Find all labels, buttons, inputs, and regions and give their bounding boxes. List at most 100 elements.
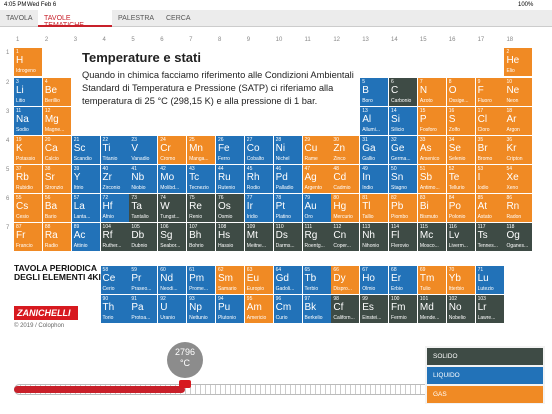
element-cell[interactable]: 105 Db Dubnio xyxy=(129,223,158,251)
element-cell[interactable]: 23 V Vanadio xyxy=(129,136,158,164)
element-cell[interactable]: 24 Cr Cromo xyxy=(158,136,187,164)
element-cell[interactable]: 95 Am Americio xyxy=(244,295,273,323)
element-cell[interactable]: 51 Sb Antimo... xyxy=(417,165,446,193)
element-cell[interactable]: 72 Hf Afnio xyxy=(100,194,129,222)
element-cell[interactable]: 106 Sg Seabor... xyxy=(158,223,187,251)
element-cell[interactable]: 38 Sr Stronzio xyxy=(42,165,71,193)
element-cell[interactable]: 45 Rh Rodio xyxy=(244,165,273,193)
element-cell[interactable]: 52 Te Tellurio xyxy=(446,165,475,193)
element-cell[interactable]: 71 Lu Lutezio xyxy=(475,266,504,294)
element-cell[interactable]: 39 Y Ittrio xyxy=(71,165,100,193)
element-cell[interactable]: 26 Fe Ferro xyxy=(215,136,244,164)
element-cell[interactable]: 88 Ra Radio xyxy=(42,223,71,251)
element-cell[interactable]: 59 Pr Praseo... xyxy=(129,266,158,294)
element-cell[interactable]: 32 Ge Germa... xyxy=(389,136,418,164)
element-cell[interactable]: 20 Ca Calcio xyxy=(42,136,71,164)
element-cell[interactable]: 56 Ba Bario xyxy=(42,194,71,222)
element-cell[interactable]: 116 Lv Liverm... xyxy=(446,223,475,251)
element-cell[interactable]: 82 Pb Piombo xyxy=(389,194,418,222)
element-cell[interactable]: 91 Pa Protoa... xyxy=(129,295,158,323)
element-cell[interactable]: 118 Og Oganes... xyxy=(504,223,533,251)
element-cell[interactable]: 13 Al Allumi... xyxy=(360,107,389,135)
element-cell[interactable]: 79 Au Oro xyxy=(302,194,331,222)
element-cell[interactable]: 63 Eu Europio xyxy=(244,266,273,294)
element-cell[interactable]: 75 Re Renio xyxy=(187,194,216,222)
element-cell[interactable]: 36 Kr Cripton xyxy=(504,136,533,164)
element-cell[interactable]: 60 Nd Neodi... xyxy=(158,266,187,294)
element-cell[interactable]: 109 Mt Meitne... xyxy=(244,223,273,251)
element-cell[interactable]: 103 Lr Lawre... xyxy=(475,295,504,323)
element-cell[interactable]: 73 Ta Tantalio xyxy=(129,194,158,222)
element-cell[interactable]: 86 Rn Radon xyxy=(504,194,533,222)
element-cell[interactable]: 84 Po Polonio xyxy=(446,194,475,222)
element-cell[interactable]: 113 Nh Nihonio xyxy=(360,223,389,251)
element-cell[interactable]: 44 Ru Rutenio xyxy=(215,165,244,193)
element-cell[interactable]: 112 Cn Coper... xyxy=(331,223,360,251)
element-cell[interactable]: 47 Ag Argento xyxy=(302,165,331,193)
element-cell[interactable]: 34 Se Selenio xyxy=(446,136,475,164)
element-cell[interactable]: 74 W Tungst... xyxy=(158,194,187,222)
element-cell[interactable]: 70 Yb Itterbio xyxy=(446,266,475,294)
element-cell[interactable]: 108 Hs Hassio xyxy=(215,223,244,251)
element-cell[interactable]: 37 Rb Rubidio xyxy=(14,165,42,193)
element-cell[interactable]: 94 Pu Plutonio xyxy=(215,295,244,323)
element-cell[interactable]: 117 Ts Tennes... xyxy=(475,223,504,251)
element-cell[interactable]: 43 Tc Tecnezio xyxy=(187,165,216,193)
element-cell[interactable]: 25 Mn Manga... xyxy=(187,136,216,164)
element-cell[interactable]: 30 Zn Zinco xyxy=(331,136,360,164)
element-cell[interactable]: 68 Er Erbio xyxy=(389,266,418,294)
element-cell[interactable]: 19 K Potassio xyxy=(14,136,42,164)
element-cell[interactable]: 97 Bk Berkelio xyxy=(302,295,331,323)
element-cell[interactable]: 10 Ne Neon xyxy=(504,78,533,106)
element-cell[interactable]: 14 Si Silicio xyxy=(389,107,418,135)
element-cell[interactable]: 77 Ir Iridio xyxy=(244,194,273,222)
element-cell[interactable]: 17 Cl Cloro xyxy=(475,107,504,135)
slider-handle[interactable] xyxy=(179,380,191,388)
element-cell[interactable]: 89 Ac Attinio xyxy=(71,223,100,251)
element-cell[interactable]: 115 Mc Mosco... xyxy=(417,223,446,251)
element-cell[interactable]: 15 P Fosforo xyxy=(417,107,446,135)
element-cell[interactable]: 90 Th Torio xyxy=(100,295,129,323)
element-cell[interactable]: 27 Co Cobalto xyxy=(244,136,273,164)
element-cell[interactable]: 69 Tm Tulio xyxy=(417,266,446,294)
element-cell[interactable]: 7 N Azoto xyxy=(417,78,446,106)
element-cell[interactable]: 65 Tb Terbio xyxy=(302,266,331,294)
element-cell[interactable]: 58 Ce Cerio xyxy=(100,266,129,294)
element-cell[interactable]: 66 Dy Dispro... xyxy=(331,266,360,294)
element-cell[interactable]: 110 Ds Darms... xyxy=(273,223,302,251)
element-cell[interactable]: 107 Bh Bohrio xyxy=(187,223,216,251)
element-cell[interactable]: 12 Mg Magne... xyxy=(42,107,71,135)
element-cell[interactable]: 85 At Astato xyxy=(475,194,504,222)
element-cell[interactable]: 42 Mo Molibd... xyxy=(158,165,187,193)
element-cell[interactable]: 50 Sn Stagno xyxy=(389,165,418,193)
element-cell[interactable]: 57 La Lanta... xyxy=(71,194,100,222)
element-cell[interactable]: 64 Gd Gadoli... xyxy=(273,266,302,294)
element-cell[interactable]: 6 C Carbonio xyxy=(389,78,418,106)
element-cell[interactable]: 22 Ti Titanio xyxy=(100,136,129,164)
element-cell[interactable]: 53 I Iodio xyxy=(475,165,504,193)
credits-link[interactable]: © 2019 / Colophon xyxy=(14,323,65,329)
element-cell[interactable]: 5 B Boro xyxy=(360,78,389,106)
tab[interactable]: CERCA xyxy=(166,15,191,22)
element-cell[interactable]: 98 Cf Californ... xyxy=(331,295,360,323)
element-cell[interactable]: 61 Pm Prome... xyxy=(187,266,216,294)
element-cell[interactable]: 41 Nb Niobio xyxy=(129,165,158,193)
element-cell[interactable]: 11 Na Sodio xyxy=(14,107,42,135)
element-cell[interactable]: 35 Br Bromo xyxy=(475,136,504,164)
tab[interactable]: TAVOLE TEMATICHE xyxy=(38,10,112,29)
element-cell[interactable]: 96 Cm Curio xyxy=(273,295,302,323)
element-cell[interactable]: 87 Fr Francio xyxy=(14,223,42,251)
element-cell[interactable]: 67 Ho Olmio xyxy=(360,266,389,294)
element-cell[interactable]: 78 Pt Platino xyxy=(273,194,302,222)
element-cell[interactable]: 93 Np Nettunio xyxy=(187,295,216,323)
element-cell[interactable]: 1 H Idrogeno xyxy=(14,48,42,76)
element-cell[interactable]: 2 He Elio xyxy=(504,48,533,76)
element-cell[interactable]: 40 Zr Zirconio xyxy=(100,165,129,193)
element-cell[interactable]: 31 Ga Gallio xyxy=(360,136,389,164)
element-cell[interactable]: 102 No Nobelio xyxy=(446,295,475,323)
element-cell[interactable]: 80 Hg Mercurio xyxy=(331,194,360,222)
element-cell[interactable]: 18 Ar Argon xyxy=(504,107,533,135)
element-cell[interactable]: 49 In Indio xyxy=(360,165,389,193)
element-cell[interactable]: 114 Fl Flerovio xyxy=(389,223,418,251)
element-cell[interactable]: 54 Xe Xeno xyxy=(504,165,533,193)
